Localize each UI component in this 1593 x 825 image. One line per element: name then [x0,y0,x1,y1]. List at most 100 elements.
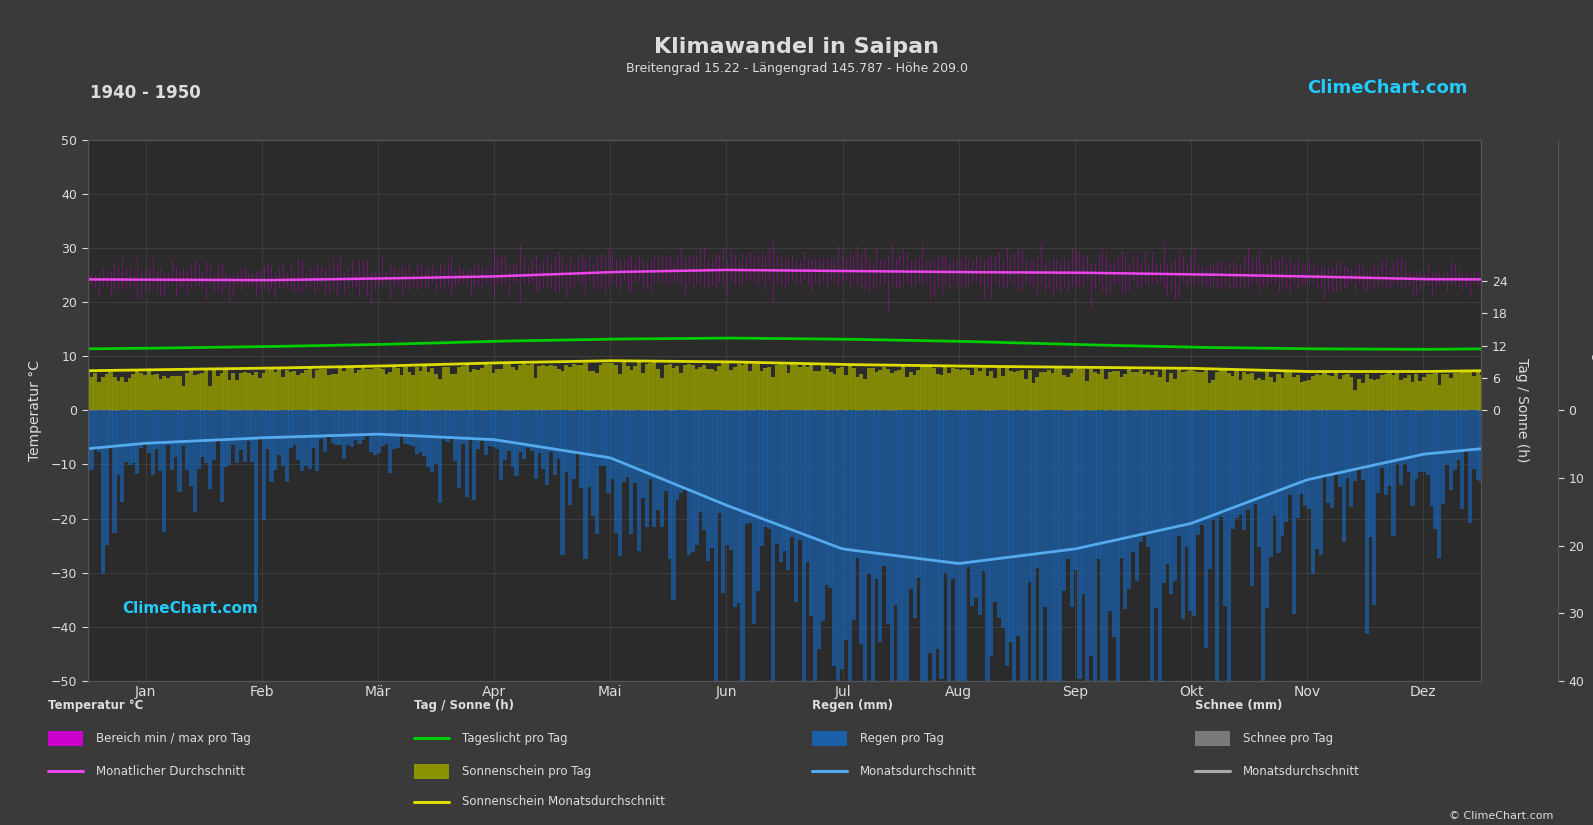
Bar [652,410,656,527]
Bar [190,410,193,486]
Bar [806,366,809,410]
Bar [158,410,162,471]
Bar [1461,372,1464,410]
Bar [342,410,346,459]
Bar [1368,379,1373,410]
Bar [695,369,699,410]
Bar [296,410,301,460]
Bar [204,370,209,410]
Bar [422,410,427,455]
Bar [403,366,408,410]
Bar [215,410,220,441]
Bar [408,410,411,446]
Bar [844,410,847,640]
Bar [550,410,553,452]
Bar [261,410,266,521]
Bar [1257,410,1262,548]
Bar [675,410,680,500]
Bar [335,374,339,410]
Bar [362,367,365,410]
Bar [1403,410,1407,464]
Bar [174,376,178,410]
Bar [511,410,515,467]
Bar [629,370,634,410]
Bar [124,410,127,462]
Bar [507,363,511,410]
Bar [1158,410,1161,681]
Bar [1330,410,1335,507]
Bar [855,377,859,410]
Bar [479,410,484,441]
Bar [1395,410,1399,464]
Bar [714,370,718,410]
Bar [667,365,672,410]
Bar [479,368,484,410]
Bar [1311,410,1316,574]
Bar [1227,410,1231,681]
Bar [1128,368,1131,410]
Bar [736,365,741,410]
Bar [338,410,342,446]
Bar [679,410,683,493]
Bar [1475,410,1480,480]
Bar [1123,374,1128,410]
Bar [1249,373,1254,410]
Bar [916,410,921,578]
Bar [1158,376,1161,410]
Bar [231,373,236,410]
Bar [312,410,315,448]
Bar [1349,376,1354,410]
Bar [1096,410,1101,559]
Bar [1147,410,1150,547]
Bar [863,410,867,681]
Bar [1101,370,1104,410]
Bar [1077,410,1082,679]
Bar [817,370,820,410]
Bar [992,378,997,410]
Bar [116,381,121,410]
Bar [433,410,438,464]
Bar [446,367,449,410]
Bar [1035,377,1039,410]
Bar [1008,371,1013,410]
Bar [1050,410,1055,681]
Bar [1077,367,1082,410]
Bar [847,410,852,681]
Bar [894,371,898,410]
Text: Monatlicher Durchschnitt: Monatlicher Durchschnitt [96,765,245,778]
Bar [561,370,564,410]
Bar [703,365,706,410]
Bar [395,369,400,410]
Bar [430,410,435,472]
Bar [1215,372,1219,410]
Bar [840,410,844,669]
Bar [889,374,894,410]
Bar [266,410,269,449]
Bar [201,410,204,457]
Bar [817,410,820,649]
Bar [1055,367,1058,410]
Bar [1273,381,1278,410]
Bar [1314,374,1319,410]
Bar [1262,410,1265,681]
Bar [373,368,378,410]
Bar [162,375,166,410]
Bar [1461,410,1464,510]
Bar [664,410,667,491]
Bar [1249,410,1254,586]
Bar [607,363,610,410]
Bar [1188,370,1193,410]
Bar [503,364,507,410]
Bar [1147,372,1150,410]
Bar [491,410,495,447]
Bar [935,410,940,649]
Bar [1169,373,1174,410]
Bar [1384,410,1388,496]
Bar [905,377,910,410]
Bar [959,410,962,681]
Bar [1376,410,1380,493]
Bar [277,410,282,455]
Bar [1101,410,1104,681]
Bar [1027,370,1032,410]
Bar [1314,410,1319,549]
